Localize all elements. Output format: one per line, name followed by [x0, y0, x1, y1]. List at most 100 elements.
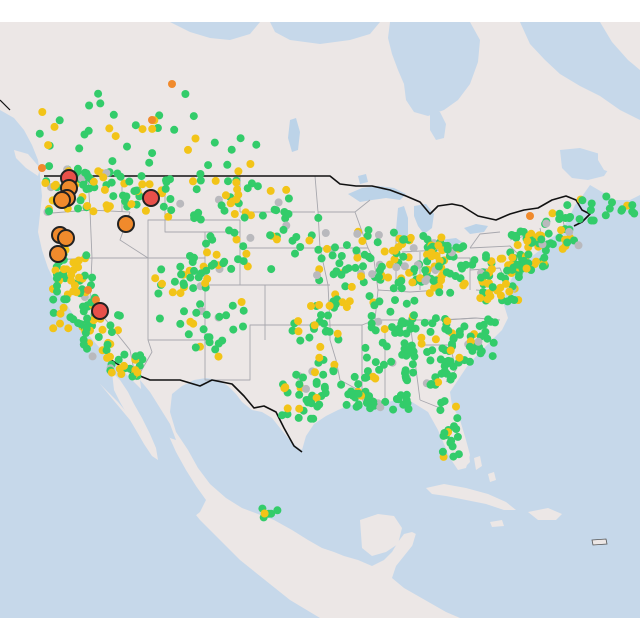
good-marker[interactable] [145, 158, 154, 167]
good-marker[interactable] [320, 382, 329, 391]
no-data-marker[interactable] [274, 198, 283, 207]
good-marker[interactable] [189, 112, 198, 121]
good-marker[interactable] [489, 338, 498, 347]
good-marker[interactable] [53, 287, 61, 296]
moderate-marker[interactable] [282, 185, 291, 194]
good-marker[interactable] [79, 340, 88, 349]
good-marker[interactable] [365, 292, 374, 301]
good-marker[interactable] [373, 238, 382, 247]
good-marker[interactable] [107, 178, 116, 187]
good-marker[interactable] [219, 259, 228, 268]
unhealthy-marker[interactable] [142, 189, 160, 207]
good-marker[interactable] [382, 342, 391, 351]
moderate-marker[interactable] [141, 206, 150, 215]
good-marker[interactable] [481, 328, 490, 336]
good-marker[interactable] [342, 241, 351, 250]
good-marker[interactable] [314, 245, 323, 254]
moderate-marker[interactable] [158, 279, 166, 288]
moderate-marker[interactable] [242, 249, 251, 258]
good-marker[interactable] [496, 272, 505, 281]
moderate-marker[interactable] [260, 509, 269, 518]
good-marker[interactable] [82, 324, 91, 333]
good-marker[interactable] [516, 227, 525, 236]
good-marker[interactable] [394, 324, 403, 333]
moderate-marker[interactable] [234, 167, 243, 176]
good-marker[interactable] [307, 414, 315, 423]
good-marker[interactable] [79, 307, 88, 316]
good-marker[interactable] [488, 283, 497, 292]
good-marker[interactable] [367, 312, 376, 320]
good-marker[interactable] [389, 228, 398, 237]
good-marker[interactable] [563, 201, 572, 210]
good-marker[interactable] [296, 336, 305, 345]
moderate-marker[interactable] [133, 368, 142, 377]
moderate-marker[interactable] [371, 374, 380, 383]
good-marker[interactable] [252, 140, 261, 149]
moderate-marker[interactable] [522, 264, 531, 273]
good-marker[interactable] [362, 353, 371, 362]
good-marker[interactable] [386, 307, 395, 316]
good-marker[interactable] [410, 311, 418, 320]
moderate-marker[interactable] [232, 178, 241, 187]
no-data-marker[interactable] [392, 263, 401, 272]
good-marker[interactable] [387, 357, 396, 366]
good-marker[interactable] [398, 350, 407, 359]
good-marker[interactable] [440, 397, 449, 406]
moderate-marker[interactable] [294, 327, 303, 336]
good-marker[interactable] [602, 192, 611, 201]
moderate-marker[interactable] [103, 353, 112, 362]
good-marker[interactable] [166, 195, 175, 203]
good-marker[interactable] [177, 270, 186, 279]
good-marker[interactable] [88, 273, 97, 282]
good-marker[interactable] [161, 184, 170, 193]
moderate-marker[interactable] [41, 179, 50, 187]
no-data-marker[interactable] [302, 384, 310, 393]
good-marker[interactable] [204, 161, 213, 170]
moderate-marker[interactable] [417, 333, 426, 342]
good-marker[interactable] [608, 198, 616, 207]
good-marker[interactable] [397, 276, 406, 285]
good-marker[interactable] [444, 326, 453, 335]
good-marker[interactable] [317, 254, 326, 263]
good-marker[interactable] [191, 343, 200, 352]
moderate-marker[interactable] [107, 368, 116, 377]
good-marker[interactable] [299, 373, 307, 382]
good-marker[interactable] [96, 99, 105, 108]
good-marker[interactable] [366, 404, 375, 413]
good-marker[interactable] [406, 319, 415, 328]
good-marker[interactable] [109, 192, 118, 201]
moderate-marker[interactable] [59, 265, 68, 274]
good-marker[interactable] [460, 322, 469, 331]
good-marker[interactable] [253, 182, 262, 191]
moderate-marker[interactable] [380, 247, 389, 256]
good-marker[interactable] [341, 265, 350, 274]
moderate-marker[interactable] [38, 108, 47, 116]
good-marker[interactable] [454, 450, 463, 459]
good-marker[interactable] [449, 372, 457, 381]
moderate-marker[interactable] [214, 352, 223, 361]
good-marker[interactable] [291, 249, 299, 258]
good-marker[interactable] [447, 436, 456, 445]
moderate-marker[interactable] [69, 266, 78, 275]
moderate-marker[interactable] [232, 235, 241, 244]
moderate-marker[interactable] [417, 339, 426, 348]
no-data-marker[interactable] [313, 271, 321, 280]
good-marker[interactable] [224, 177, 232, 186]
moderate-marker[interactable] [312, 393, 321, 402]
moderate-marker[interactable] [390, 255, 399, 264]
good-marker[interactable] [137, 172, 146, 181]
good-marker[interactable] [479, 320, 488, 329]
good-marker[interactable] [453, 414, 462, 423]
good-marker[interactable] [159, 202, 168, 211]
good-marker[interactable] [587, 216, 596, 225]
good-marker[interactable] [148, 149, 157, 158]
good-marker[interactable] [446, 288, 455, 297]
moderate-marker[interactable] [148, 124, 157, 133]
good-marker[interactable] [510, 296, 519, 304]
good-marker[interactable] [190, 266, 198, 275]
good-marker[interactable] [49, 308, 58, 317]
good-marker[interactable] [239, 242, 248, 251]
good-marker[interactable] [477, 273, 486, 282]
good-marker[interactable] [362, 373, 371, 382]
